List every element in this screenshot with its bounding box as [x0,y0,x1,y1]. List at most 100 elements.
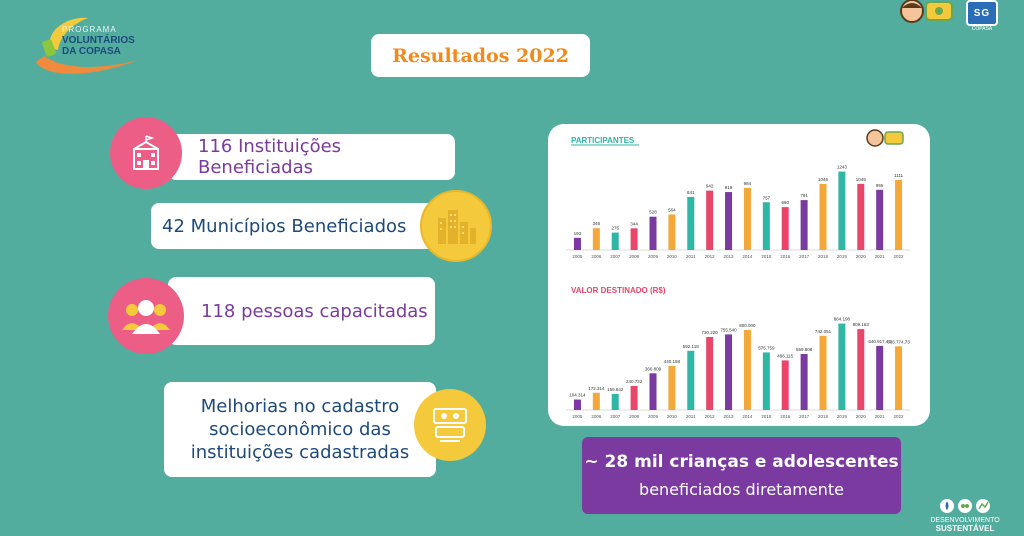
highlight-box: ~ 28 mil crianças e adolescentes benefic… [582,437,901,514]
data-label-participants: 344 [630,221,638,226]
bar-valor [743,330,751,410]
bar-participants [725,192,733,250]
stat-municipalities-box: 42 Municípios Beneficiados [151,203,441,249]
tick-label-valor: 2020 [856,414,867,419]
highlight-line-2: beneficiados diretamente [639,480,844,499]
data-label-valor: 800.000 [739,323,756,328]
data-label-participants: 942 [706,184,714,189]
data-label-valor: 496.115 [777,353,793,358]
tick-label-valor: 2010 [667,414,678,419]
tick-label-valor: 2015 [761,414,772,419]
stat-people-box: 118 pessoas capacitadas [168,277,435,345]
tick-label-participants: 2018 [818,254,829,259]
bar-valor [592,392,600,410]
tick-label-valor: 2018 [818,414,829,419]
data-label-participants: 193 [574,231,582,236]
bar-participants [838,171,846,250]
bar-valor [819,335,827,410]
data-label-valor: 575.759 [758,345,775,350]
tick-label-valor: 2008 [629,414,640,419]
program-logo: PROGRAMA VOLUNTÁRIOS DA COPASA [28,10,158,76]
data-label-valor: 809.163 [853,322,870,327]
data-label-participants: 1243 [837,165,848,170]
tick-label-participants: 2017 [799,254,810,259]
data-label-valor: 172.314 [588,386,605,391]
bar-participants [781,207,789,250]
bar-valor [857,329,865,410]
data-label-participants: 564 [668,207,676,212]
bar-valor [800,354,808,410]
logo-swoosh-icon [36,17,138,74]
data-label-participants: 528 [649,210,657,215]
tick-label-participants: 2009 [648,254,659,259]
chart-title-participants: PARTICIPANTES [571,136,635,145]
bar-participants [630,228,638,250]
page-title: Resultados 2022 [392,44,569,67]
bar-participants [762,202,770,250]
bar-participants [592,228,600,250]
data-label-participants: 276 [611,226,619,231]
logo-line-3: DA COPASA [62,46,121,57]
data-label-participants: 955 [876,183,884,188]
tick-label-participants: 2013 [724,254,735,259]
stat-people-text: 118 pessoas capacitadas [201,300,428,322]
school-icon [110,117,182,189]
data-label-valor: 755.540 [720,327,737,332]
logo-line-1: PROGRAMA [62,25,117,34]
logo-text: PROGRAMA VOLUNTÁRIOS DA COPASA [62,24,135,57]
stat-cadastro-box: Melhorias no cadastro socioeconômico das… [164,382,436,477]
data-label-valor: 366.809 [645,366,662,371]
stat-cadastro-line-2: socioeconômico das [209,419,391,440]
tick-label-participants: 2016 [780,254,791,259]
highlight-line-1: ~ 28 mil crianças e adolescentes [584,452,899,472]
bar-participants [857,183,865,250]
sg-badge-caption: COPASA [971,26,993,32]
bar-participants [819,184,827,250]
data-label-valor: 159.842 [607,387,624,392]
data-label-valor: 742.051 [815,329,832,334]
meeting-icon [414,389,486,461]
bar-participants [649,216,657,250]
sustainability-logo: DESENVOLVIMENTO SUSTENTÁVEL [925,498,1005,536]
tick-label-valor: 2011 [686,414,696,419]
bar-valor [781,360,789,410]
bar-valor [649,373,657,410]
bar-valor [668,365,676,410]
data-label-valor: 104.314 [569,393,586,398]
sustainability-icons [940,499,990,513]
sg-badge-icon: SG COPASA [966,0,998,32]
tick-label-participants: 2005 [572,254,583,259]
tick-label-participants: 2020 [856,254,867,259]
logo-line-2: VOLUNTÁRIOS [62,35,135,46]
bar-valor [838,323,846,410]
stat-cadastro-line-1: Melhorias no cadastro [200,396,400,417]
tick-label-participants: 2019 [837,254,848,259]
bar-valor [895,346,903,410]
bar-participants [573,237,581,250]
data-label-valor: 592.118 [683,344,699,349]
tick-label-participants: 2015 [761,254,772,259]
stat-cadastro-line-3: instituições cadastradas [190,442,410,463]
bar-participants [876,189,884,250]
city-coin-icon [420,190,492,262]
tick-label-valor: 2022 [894,414,905,419]
bar-valor [611,394,619,410]
data-label-participants: 346 [593,221,601,226]
tick-label-valor: 2017 [799,414,810,419]
data-label-participants: 1046 [818,177,829,182]
page-title-box: Resultados 2022 [371,34,590,77]
tick-label-valor: 2013 [724,414,735,419]
bar-valor [725,334,733,410]
tick-label-participants: 2021 [875,254,886,259]
bar-participants [611,232,619,250]
tick-label-participants: 2010 [667,254,678,259]
data-label-participants: 757 [763,195,771,200]
bar-participants [668,214,676,250]
bar-participants [706,190,714,250]
data-label-valor: 240.722 [626,379,643,384]
tick-label-participants: 2007 [610,254,621,259]
bar-valor [706,336,714,410]
data-label-valor: 636.774,73 [887,339,910,344]
tick-label-participants: 2014 [742,254,753,259]
bar-participants [895,179,903,250]
